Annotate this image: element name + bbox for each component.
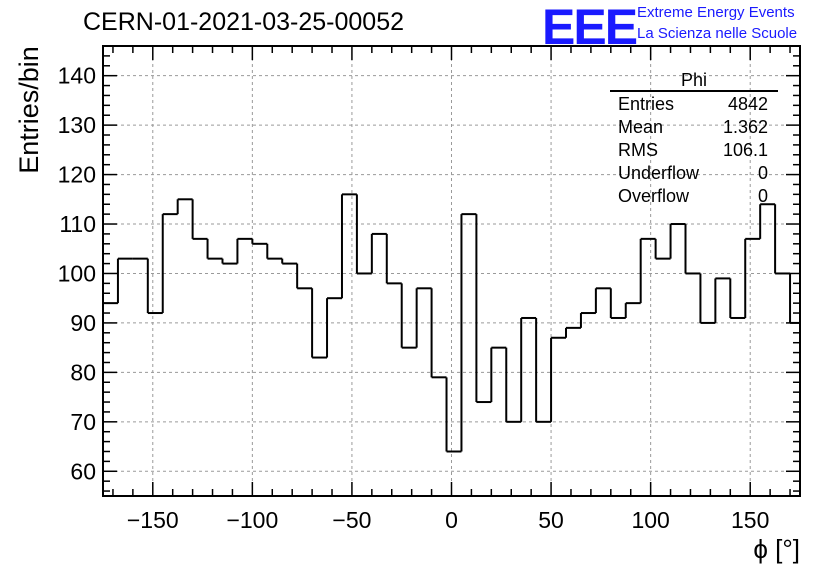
stats-row-value: 0 (758, 186, 768, 206)
grid-lines (103, 46, 800, 496)
stats-row-value: 1.362 (723, 117, 768, 137)
stats-row-value: 106.1 (723, 140, 768, 160)
axis-tick-labels: −150 −100 −50 0 50 100 150 60 70 80 90 100 110 120 130… (58, 63, 770, 533)
y-tick-label: 130 (58, 112, 96, 138)
stats-box: Phi Entries 4842 Mean 1.362 RMS 106.1 Underflo… (610, 70, 778, 206)
axis-ticks (103, 45, 800, 496)
stats-row-value: 4842 (728, 94, 768, 114)
histogram-series (102, 193, 801, 496)
stats-row-label: Mean (618, 117, 663, 137)
y-tick-label: 80 (70, 359, 96, 385)
plot-title: CERN-01-2021-03-25-00052 (83, 8, 405, 36)
stats-row-value: 0 (758, 163, 768, 183)
x-tick-label: 150 (731, 507, 769, 533)
y-tick-label: 140 (58, 63, 96, 89)
logo-subtitle-line1: Extreme Energy Events (637, 4, 795, 21)
x-tick-label: −100 (226, 507, 278, 533)
y-tick-label: 110 (59, 211, 96, 237)
x-tick-label: 0 (445, 507, 458, 533)
y-tick-label: 70 (70, 409, 96, 435)
stats-row-label: Overflow (618, 186, 690, 206)
x-tick-label: −50 (332, 507, 371, 533)
x-axis-label: ϕ [°] (753, 534, 800, 564)
y-tick-label: 90 (70, 310, 96, 336)
logo-subtitle-line2: La Scienza nelle Scuole (637, 25, 798, 42)
x-tick-label: −150 (127, 507, 179, 533)
y-tick-label: 120 (58, 162, 96, 188)
y-tick-label: 60 (70, 458, 96, 484)
x-tick-label: 100 (631, 507, 669, 533)
stats-row-label: Entries (618, 94, 674, 114)
y-axis-label: Entries/bin (14, 46, 44, 174)
stats-row-label: RMS (618, 140, 658, 160)
stats-box-rows: Entries 4842 Mean 1.362 RMS 106.1 Underflow 0 Ov… (618, 94, 768, 206)
stats-box-title: Phi (681, 70, 707, 90)
stats-row-label: Underflow (618, 163, 700, 183)
eee-logo: EEE (542, 0, 638, 55)
y-tick-label: 100 (58, 260, 96, 286)
x-tick-label: 50 (538, 507, 564, 533)
